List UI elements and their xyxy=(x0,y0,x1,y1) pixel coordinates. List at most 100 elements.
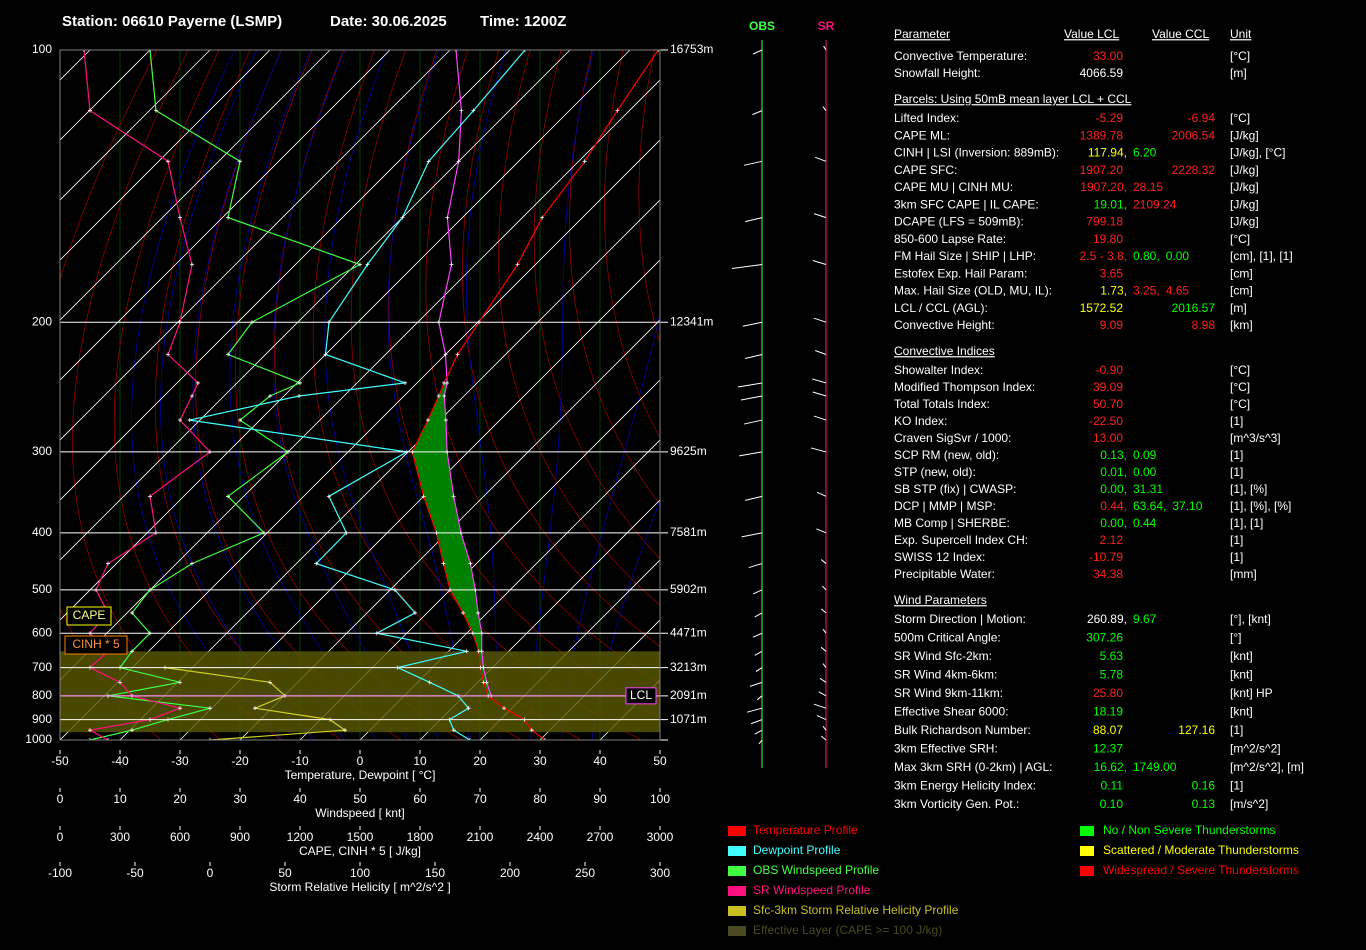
height-label: 5902m xyxy=(670,582,707,596)
unit: [°C] xyxy=(1230,363,1250,377)
dewpoint-line-point xyxy=(365,262,370,267)
table-value: 9.67 xyxy=(1133,612,1157,626)
axis-tick-label: 50 xyxy=(278,866,292,880)
table-value: 2.5 - 3.8, xyxy=(1080,249,1127,263)
axis-tick-label: 1500 xyxy=(347,830,374,844)
unit: [m] xyxy=(1230,66,1247,80)
parameter: Craven SigSvr / 1000: xyxy=(894,431,1011,445)
dewpoint-line-point xyxy=(326,494,331,499)
unit: [1] xyxy=(1230,723,1243,737)
temperature-line-point xyxy=(540,215,545,220)
axis-tick-label: 80 xyxy=(533,792,547,806)
temperature-line-point xyxy=(442,380,447,385)
table-value: 1749.00 xyxy=(1133,760,1177,774)
unit: [J/kg] xyxy=(1230,180,1259,194)
table-value: 2109.24 xyxy=(1133,197,1177,211)
obs-barb xyxy=(746,707,763,713)
parameter: DCAPE (LFS = 509mB): xyxy=(894,215,1024,229)
sr-label: SR xyxy=(818,19,835,33)
parameter: SR Wind Sfc-2km: xyxy=(894,649,992,663)
moist-adiabat xyxy=(192,50,345,740)
parameter: SR Wind 4km-6km: xyxy=(894,668,997,682)
dewpoint-line-point xyxy=(464,649,469,654)
dry-adiabat xyxy=(274,50,522,740)
parameter: 3km Vorticity Gen. Pot.: xyxy=(894,797,1019,811)
obs-wind-line-point xyxy=(226,494,230,499)
axis-tick-label: 2100 xyxy=(467,830,494,844)
lcl-box xyxy=(625,687,657,705)
obs-barb xyxy=(752,110,763,116)
parameter: Modified Thompson Index: xyxy=(894,380,1035,394)
height-label: 3213m xyxy=(670,660,707,674)
pressure-label: 500 xyxy=(32,582,52,596)
pressure-label: 300 xyxy=(32,444,52,458)
height-label: 2091m xyxy=(670,688,707,702)
dewpoint-line-point xyxy=(467,738,472,740)
unit: [m] xyxy=(1230,301,1247,315)
table-value: 0.09 xyxy=(1133,448,1157,462)
sr-barb xyxy=(822,628,827,634)
pressure-label: 700 xyxy=(32,660,52,674)
legend-swatch xyxy=(728,866,746,876)
unit: [m^2/s^2] xyxy=(1230,742,1281,756)
obs-barb xyxy=(752,589,763,595)
dewpoint-line-point xyxy=(427,680,432,685)
cape-box xyxy=(66,606,112,626)
isotherm xyxy=(60,50,331,321)
parameter: 3km Effective SRH: xyxy=(894,742,998,756)
legend-swatch xyxy=(728,926,746,936)
obs-wind-line-point xyxy=(358,262,362,267)
parameter: 500m Critical Angle: xyxy=(894,631,1001,645)
obs-wind-line-point xyxy=(148,50,152,52)
parameter: MB Comp | SHERBE: xyxy=(894,516,1010,530)
dewpoint-line-point xyxy=(323,352,328,357)
unit: [knt] xyxy=(1230,705,1253,719)
axis-tick-label: 30 xyxy=(233,792,247,806)
cinh-label: CINH * 5 xyxy=(72,637,120,651)
obs-wind-line-point xyxy=(238,159,242,164)
height-label: 16753m xyxy=(670,42,713,56)
parcel-line-point xyxy=(451,494,456,499)
parameter: Convective Temperature: xyxy=(894,49,1027,63)
sr-barb xyxy=(816,528,827,534)
skewt-plot xyxy=(60,50,660,740)
sr-wind-line-point xyxy=(88,728,92,733)
table-value: 4.65 xyxy=(1166,284,1190,298)
parameter: Lifted Index: xyxy=(894,111,959,125)
parameter: Exp. Supercell Index CH: xyxy=(894,533,1028,547)
table-value: 5.63 xyxy=(1100,649,1124,663)
table-value: -0.90 xyxy=(1096,363,1124,377)
table-value: -10.79 xyxy=(1089,550,1123,564)
sr-wind-line-point xyxy=(82,50,86,52)
moist-adiabat xyxy=(591,499,660,740)
unit: [1], [%], [%] xyxy=(1230,499,1291,513)
unit: [cm] xyxy=(1230,284,1253,298)
axis-tick-label: -100 xyxy=(48,866,72,880)
unit: [mm] xyxy=(1230,567,1257,581)
table-value: 117.94, xyxy=(1088,146,1127,160)
unit: [1] xyxy=(1230,550,1243,564)
parcel-line-point xyxy=(442,393,447,398)
isotherm xyxy=(119,199,660,740)
table-value: 0.16 xyxy=(1192,779,1216,793)
temperature-line-point xyxy=(515,262,520,267)
obs-wind-line-point xyxy=(130,728,134,733)
sr-wind-line-point xyxy=(106,738,110,740)
temperature-line xyxy=(411,50,659,740)
obs-barb xyxy=(741,532,763,538)
dewpoint-line-point xyxy=(451,728,456,733)
table-value: 0.01, xyxy=(1100,465,1127,479)
axis-tick-label: -30 xyxy=(171,754,189,768)
temperature-line-point xyxy=(615,108,620,113)
temperature-line-point xyxy=(542,738,547,740)
table-value: 88.07 xyxy=(1093,723,1123,737)
unit: [1] xyxy=(1230,448,1243,462)
table-value: 0.11 xyxy=(1101,779,1124,793)
dry-adiabat xyxy=(498,50,660,606)
parameter: LCL / CCL (AGL): xyxy=(894,301,988,315)
axis-tick-label: 40 xyxy=(293,792,307,806)
parcel-line-point xyxy=(445,215,450,220)
table-value: 0.13, xyxy=(1100,448,1127,462)
isotherm xyxy=(179,259,660,740)
temperature-line-point xyxy=(441,561,446,566)
